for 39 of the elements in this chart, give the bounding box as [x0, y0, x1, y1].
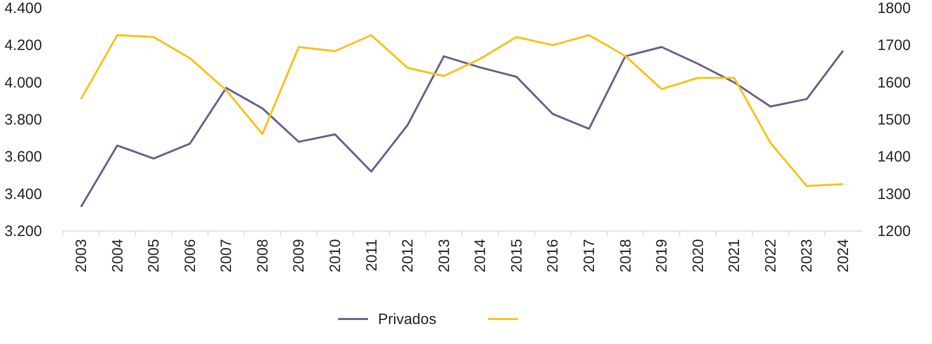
- y2-tick-label: 1200: [877, 223, 911, 240]
- x-tick-label: 2009: [290, 239, 308, 272]
- x-tick-label: 2016: [544, 239, 562, 272]
- x-tick-label: 2018: [617, 239, 634, 272]
- x-tick-label: 2015: [508, 239, 526, 272]
- x-tick-label: 2010: [327, 239, 344, 272]
- x-tick-label: 2023: [798, 239, 816, 272]
- x-tick-label: 2020: [690, 239, 707, 272]
- line-series: [80, 34, 844, 188]
- y2-tick-label: 1300: [877, 186, 911, 203]
- y2-tick-label: 1500: [877, 112, 911, 128]
- y-tick-label: 3.400: [4, 186, 42, 203]
- x-tick-label: 2024: [835, 239, 852, 272]
- y-tick-label: 4.200: [4, 37, 42, 54]
- x-tick-label: 2017: [581, 239, 598, 272]
- y-tick-label: 3.800: [4, 112, 42, 128]
- line-series: [80, 46, 844, 208]
- x-tick-label: 2005: [146, 239, 163, 272]
- y-tick-label: 3.200: [4, 223, 42, 240]
- x-tick-label: 2006: [182, 239, 199, 272]
- x-tick-label: 2019: [654, 239, 671, 272]
- x-tick-label: 2012: [400, 239, 417, 272]
- y-tick-label: 4.400: [4, 0, 42, 17]
- x-tick-label: 2013: [436, 239, 453, 272]
- legend-label: Privados: [378, 311, 436, 328]
- y2-tick-label: 1800: [877, 0, 911, 17]
- x-tick-label: 2022: [762, 239, 780, 272]
- y-tick-label: 4.000: [4, 74, 42, 92]
- y2-tick-label: 1600: [877, 74, 911, 92]
- x-tick-label: 2014: [472, 239, 490, 272]
- y2-tick-label: 1700: [877, 37, 911, 54]
- x-tick-label: 2021: [726, 239, 744, 272]
- x-tick-label: 2007: [218, 239, 236, 272]
- x-tick-label: 2004: [109, 239, 126, 272]
- y-tick-label: 3.600: [4, 148, 42, 166]
- x-tick-label: 2008: [254, 239, 272, 272]
- y2-tick-label: 1400: [877, 148, 911, 166]
- x-tick-label: 2011: [363, 239, 380, 272]
- x-tick-label: 2003: [73, 239, 90, 272]
